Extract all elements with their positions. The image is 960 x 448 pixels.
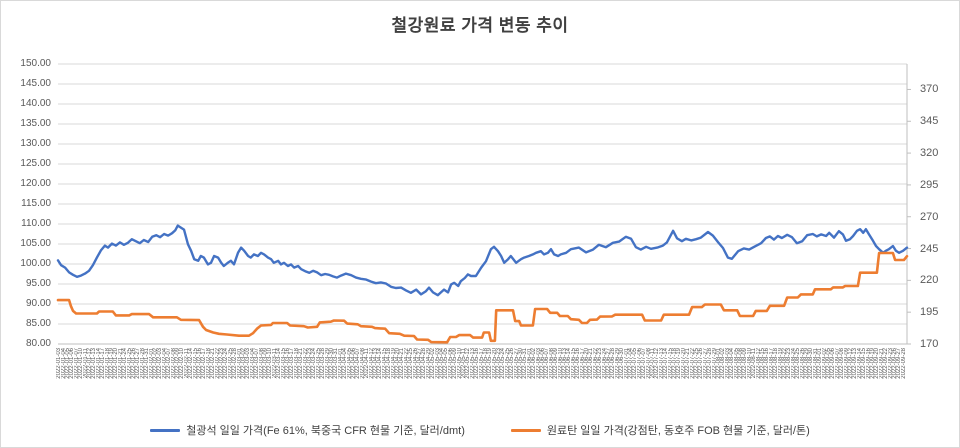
y-left-tick-label: 110.00 [21,218,51,229]
legend-item-iron-ore: 철광석 일일 가격(Fe 61%, 북중국 CFR 현물 기준, 달러/dmt) [150,422,465,438]
y-left-tick-label: 135.00 [20,118,51,129]
chart-title: 철강원료 가격 변동 추이 [391,16,569,35]
y-right-tick-label: 170 [920,338,939,350]
y-right-tick-label: 295 [920,178,939,191]
y-right-tick-label: 195 [920,306,939,319]
y-left-tick-label: 90.00 [25,298,51,309]
iron-ore-series-line [56,224,909,297]
y-left-tick-label: 140.00 [20,98,51,109]
gridlines [58,63,907,345]
y-left-tick-label: 85.00 [25,318,51,329]
legend-label-iron-ore: 철광석 일일 가격(Fe 61%, 북중국 CFR 현물 기준, 달러/dmt) [186,425,465,437]
y-right-tick-label: 245 [920,242,939,255]
y-left-tick-label: 100.00 [20,258,51,269]
y-right-tick-label: 270 [920,210,939,223]
legend-label-coking-coal: 원료탄 일일 가격(강점탄, 동호주 FOB 현물 기준, 달러/톤) [546,425,810,437]
y-right-tick-label: 220 [920,274,939,287]
y-left-tick-label: 115.00 [21,198,51,209]
y-left-tick-label: 105.00 [20,238,51,249]
y-left-tick-label: 145.00 [20,78,51,89]
y-left-tick-label: 95.00 [25,278,51,289]
y-right-tick-label: 320 [920,147,939,160]
coking-coal-line-swatch [510,428,541,432]
y-left-tick-label: 130.00 [20,138,51,149]
y-left-tick-label: 80.00 [25,338,51,349]
y-left-tick-label: 120.00 [20,178,51,189]
y-right-tick-label: 345 [920,115,939,128]
legend-item-coking-coal: 원료탄 일일 가격(강점탄, 동호주 FOB 현물 기준, 달러/톤) [510,422,810,438]
coking-coal-series-line [56,251,909,344]
y-right-tick-label: 370 [920,83,939,96]
series-lines [56,224,909,344]
x-date-label: 2022-09-28 [900,348,907,379]
y-left-tick-label: 150.00 [20,58,51,69]
y-left-tick-label: 125.00 [20,158,51,169]
legend: 철광석 일일 가격(Fe 61%, 북중국 CFR 현물 기준, 달러/dmt)… [1,422,959,438]
iron-ore-line-swatch [150,428,181,432]
axis-lines [58,64,911,345]
